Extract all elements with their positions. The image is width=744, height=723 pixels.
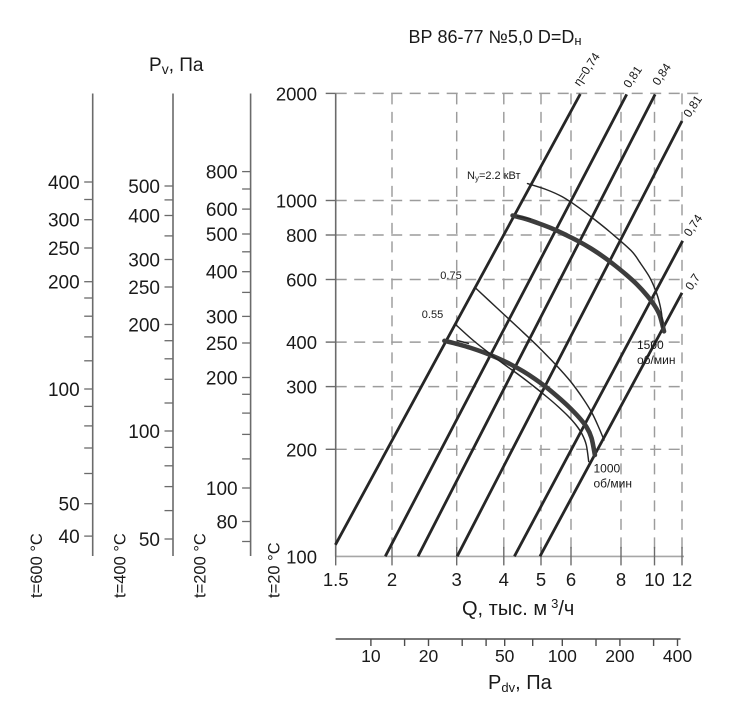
svg-text:300: 300 [286,377,317,398]
svg-text:12: 12 [672,569,693,590]
svg-text:100: 100 [206,479,238,500]
svg-text:400: 400 [206,263,238,284]
svg-text:8: 8 [616,569,626,590]
svg-text:ВР 86-77 №5,0 D=Dн: ВР 86-77 №5,0 D=Dн [408,27,581,48]
svg-text:100: 100 [128,422,160,443]
svg-text:500: 500 [206,225,238,246]
svg-text:0,81: 0,81 [620,63,645,90]
svg-text:6: 6 [566,569,576,590]
svg-text:η=0,74: η=0,74 [571,50,603,89]
svg-text:t=200 °C: t=200 °C [192,533,210,598]
svg-text:Pdv, Па: Pdv, Па [488,672,553,695]
svg-text:300: 300 [48,211,80,232]
svg-text:Pv, Па: Pv, Па [149,55,204,77]
svg-text:50: 50 [59,495,80,516]
svg-text:1.5: 1.5 [323,569,349,590]
svg-text:10: 10 [644,569,665,590]
svg-text:200: 200 [605,646,634,666]
svg-text:200: 200 [48,273,80,294]
svg-text:200: 200 [128,316,160,337]
svg-text:об/мин: об/мин [594,477,632,491]
svg-text:100: 100 [548,646,577,666]
svg-text:0.55: 0.55 [422,309,443,321]
svg-text:200: 200 [286,439,317,460]
svg-text:0,81: 0,81 [680,92,705,119]
svg-text:0,74: 0,74 [681,212,706,239]
svg-text:80: 80 [216,513,237,534]
svg-text:0,84: 0,84 [649,60,674,87]
svg-text:600: 600 [206,200,238,221]
svg-text:1500: 1500 [637,338,664,352]
svg-text:3: 3 [452,569,462,590]
svg-text:2: 2 [387,569,397,590]
svg-text:4: 4 [499,569,509,590]
svg-text:250: 250 [48,239,80,260]
svg-text:200: 200 [206,369,238,390]
svg-text:t=600 °C: t=600 °C [28,533,46,598]
svg-text:800: 800 [286,225,317,246]
svg-text:400: 400 [48,173,80,194]
svg-text:t=20 °C: t=20 °C [266,542,284,598]
svg-text:50: 50 [139,530,160,551]
svg-text:t=400 °C: t=400 °C [112,533,130,598]
svg-text:50: 50 [495,646,515,666]
svg-text:5: 5 [536,569,546,590]
svg-text:0,7: 0,7 [682,271,703,293]
svg-text:400: 400 [663,646,692,666]
svg-text:1000: 1000 [276,191,317,212]
svg-text:40: 40 [59,527,80,548]
svg-text:0.75: 0.75 [440,270,461,282]
svg-text:400: 400 [128,207,160,228]
svg-text:1000: 1000 [594,462,621,476]
svg-text:250: 250 [206,334,238,355]
svg-text:2000: 2000 [276,83,317,104]
svg-text:400: 400 [286,332,317,353]
svg-text:Nу=2.2 кВт: Nу=2.2 кВт [467,170,521,183]
svg-text:20: 20 [419,646,439,666]
svg-text:100: 100 [286,546,317,567]
svg-text:800: 800 [206,163,238,184]
svg-text:300: 300 [128,251,160,272]
svg-text:600: 600 [286,270,317,291]
svg-text:100: 100 [48,380,80,401]
svg-text:300: 300 [206,307,238,328]
svg-text:500: 500 [128,177,160,198]
svg-text:об/мин: об/мин [637,353,675,367]
svg-text:250: 250 [128,278,160,299]
svg-text:10: 10 [361,646,381,666]
svg-text:Q, тыс. м 3/ч: Q, тыс. м 3/ч [462,596,574,620]
